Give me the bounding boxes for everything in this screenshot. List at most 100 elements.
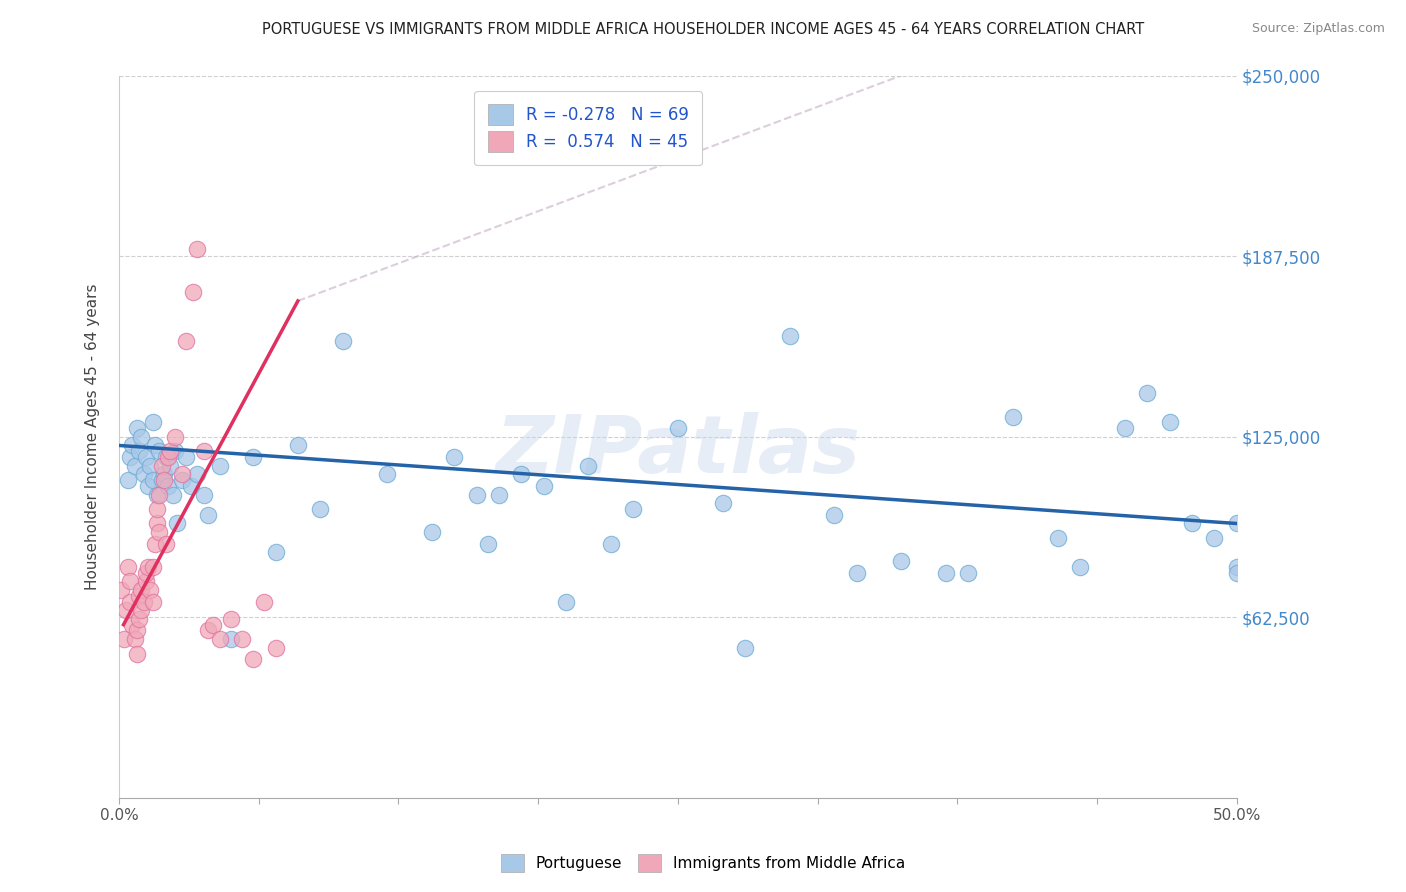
Point bbox=[135, 450, 157, 464]
Point bbox=[186, 242, 208, 256]
Point bbox=[957, 566, 980, 580]
Point bbox=[148, 444, 170, 458]
Point bbox=[128, 444, 150, 458]
Point bbox=[128, 612, 150, 626]
Point bbox=[180, 479, 202, 493]
Point bbox=[219, 612, 242, 626]
Point bbox=[121, 438, 143, 452]
Point bbox=[155, 450, 177, 464]
Point bbox=[135, 566, 157, 580]
Point bbox=[142, 594, 165, 608]
Point bbox=[142, 559, 165, 574]
Point bbox=[823, 508, 845, 522]
Point bbox=[170, 473, 193, 487]
Point bbox=[174, 450, 197, 464]
Point bbox=[1181, 516, 1204, 531]
Point bbox=[666, 421, 689, 435]
Text: Source: ZipAtlas.com: Source: ZipAtlas.com bbox=[1251, 22, 1385, 36]
Point bbox=[242, 450, 264, 464]
Point bbox=[157, 450, 180, 464]
Point bbox=[264, 640, 287, 655]
Point bbox=[112, 632, 135, 646]
Point bbox=[208, 458, 231, 473]
Point bbox=[264, 545, 287, 559]
Point bbox=[110, 582, 132, 597]
Point bbox=[779, 328, 801, 343]
Point bbox=[146, 502, 169, 516]
Point bbox=[159, 444, 181, 458]
Point bbox=[148, 487, 170, 501]
Point bbox=[136, 479, 159, 493]
Point bbox=[155, 537, 177, 551]
Point bbox=[186, 467, 208, 482]
Point bbox=[143, 537, 166, 551]
Point bbox=[555, 594, 578, 608]
Point bbox=[1046, 531, 1069, 545]
Point bbox=[375, 467, 398, 482]
Point bbox=[197, 508, 219, 522]
Point bbox=[533, 479, 555, 493]
Point bbox=[142, 415, 165, 429]
Point bbox=[124, 458, 146, 473]
Point bbox=[136, 559, 159, 574]
Point bbox=[132, 594, 155, 608]
Point bbox=[1136, 386, 1159, 401]
Point bbox=[114, 603, 136, 617]
Legend: Portuguese, Immigrants from Middle Africa: Portuguese, Immigrants from Middle Afric… bbox=[494, 846, 912, 880]
Point bbox=[332, 334, 354, 349]
Point bbox=[477, 537, 499, 551]
Point bbox=[578, 458, 600, 473]
Point bbox=[510, 467, 533, 482]
Point bbox=[120, 450, 142, 464]
Point bbox=[1159, 415, 1181, 429]
Point bbox=[1069, 559, 1091, 574]
Point bbox=[128, 589, 150, 603]
Point bbox=[162, 487, 184, 501]
Point bbox=[242, 652, 264, 666]
Point bbox=[125, 624, 148, 638]
Point bbox=[231, 632, 253, 646]
Point bbox=[193, 487, 215, 501]
Point bbox=[309, 502, 332, 516]
Point bbox=[1002, 409, 1025, 424]
Point bbox=[148, 525, 170, 540]
Point bbox=[152, 473, 174, 487]
Point bbox=[142, 473, 165, 487]
Y-axis label: Householder Income Ages 45 - 64 years: Householder Income Ages 45 - 64 years bbox=[86, 284, 100, 590]
Point bbox=[170, 467, 193, 482]
Point bbox=[117, 473, 139, 487]
Point bbox=[131, 603, 153, 617]
Point bbox=[174, 334, 197, 349]
Point bbox=[139, 458, 162, 473]
Point bbox=[163, 444, 186, 458]
Point bbox=[890, 554, 912, 568]
Point bbox=[181, 285, 204, 300]
Point bbox=[157, 479, 180, 493]
Point bbox=[1226, 566, 1249, 580]
Point bbox=[420, 525, 443, 540]
Point bbox=[621, 502, 644, 516]
Point bbox=[488, 487, 510, 501]
Point bbox=[124, 632, 146, 646]
Point bbox=[193, 444, 215, 458]
Point bbox=[131, 430, 153, 444]
Point bbox=[125, 647, 148, 661]
Point bbox=[152, 467, 174, 482]
Point bbox=[135, 574, 157, 589]
Point bbox=[197, 624, 219, 638]
Text: ZIPatlas: ZIPatlas bbox=[495, 412, 860, 491]
Text: PORTUGUESE VS IMMIGRANTS FROM MIDDLE AFRICA HOUSEHOLDER INCOME AGES 45 - 64 YEAR: PORTUGUESE VS IMMIGRANTS FROM MIDDLE AFR… bbox=[262, 22, 1144, 37]
Point bbox=[163, 430, 186, 444]
Legend: R = -0.278   N = 69, R =  0.574   N = 45: R = -0.278 N = 69, R = 0.574 N = 45 bbox=[474, 91, 703, 165]
Point bbox=[465, 487, 488, 501]
Point bbox=[143, 438, 166, 452]
Point bbox=[150, 458, 173, 473]
Point bbox=[1226, 559, 1249, 574]
Point bbox=[139, 582, 162, 597]
Point bbox=[131, 582, 153, 597]
Point bbox=[253, 594, 276, 608]
Point bbox=[120, 594, 142, 608]
Point bbox=[935, 566, 957, 580]
Point bbox=[599, 537, 621, 551]
Point bbox=[166, 516, 188, 531]
